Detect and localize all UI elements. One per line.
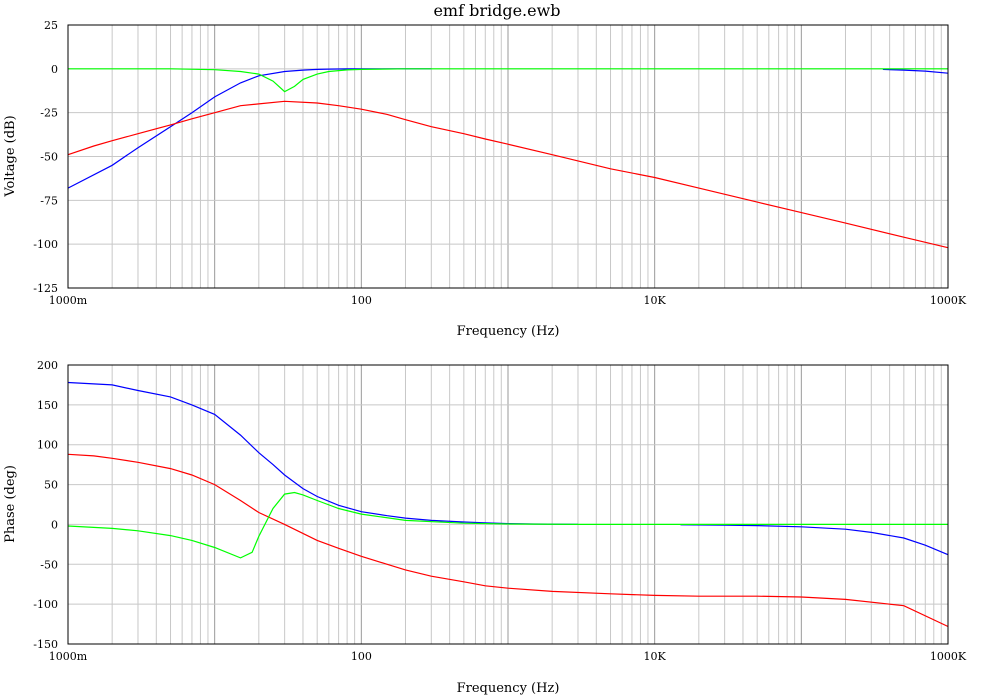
- voltage-curves: [67, 68, 949, 249]
- voltage-x-tick-label: 100: [351, 294, 372, 307]
- voltage-x-axis-label: Frequency (Hz): [457, 324, 560, 339]
- voltage-y-tick-label: -50: [40, 151, 58, 164]
- phase-curves: [67, 381, 949, 628]
- voltage-y-ticks: 25 0 -25 -50 -75 -100 -125: [33, 19, 58, 295]
- phase-x-tick-label: 1000m: [49, 650, 88, 663]
- voltage-plot: 25 0 -25 -50 -75 -100 -125 1000m 100 10K 1000K Fr…: [3, 19, 967, 339]
- phase-x-tick-label: 100: [351, 650, 372, 663]
- window-title: emf bridge.ewb: [433, 1, 560, 20]
- phase-series-2-line: [67, 491, 948, 559]
- voltage-y-tick-label: -25: [40, 107, 58, 120]
- voltage-plot-frame: [67, 24, 949, 289]
- voltage-series-0-line: [882, 68, 949, 74]
- phase-y-tick-label: 200: [37, 359, 58, 372]
- phase-y-tick-label: -50: [40, 558, 58, 571]
- phase-series-0-line: [67, 381, 579, 525]
- phase-series-0-line: [680, 524, 949, 556]
- phase-x-tick-label: 1000K: [930, 650, 967, 663]
- phase-grid: [68, 364, 948, 645]
- voltage-series-2-line: [68, 68, 948, 93]
- voltage-y-axis-label: Voltage (dB): [3, 115, 18, 197]
- phase-plot-frame: [67, 364, 949, 645]
- voltage-x-tick-label: 10K: [644, 294, 667, 307]
- voltage-x-tick-label: 1000K: [930, 294, 967, 307]
- phase-y-tick-label: 50: [44, 479, 58, 492]
- phase-x-tick-label: 10K: [644, 650, 667, 663]
- phase-y-tick-label: -150: [33, 638, 58, 651]
- phase-y-tick-label: -100: [33, 598, 58, 611]
- phase-y-tick-label: 150: [37, 399, 58, 412]
- voltage-series-0-line: [67, 68, 432, 189]
- voltage-y-tick-label: -125: [33, 282, 58, 295]
- voltage-x-ticks: 1000m 100 10K 1000K: [49, 294, 967, 307]
- voltage-grid: [68, 24, 948, 289]
- voltage-y-tick-label: 0: [51, 63, 58, 76]
- phase-y-tick-label: 100: [37, 439, 58, 452]
- voltage-y-tick-label: -75: [40, 194, 58, 207]
- voltage-x-tick-label: 1000m: [49, 294, 88, 307]
- phase-y-tick-label: 0: [51, 518, 58, 531]
- voltage-y-tick-label: 25: [44, 19, 58, 32]
- phase-plot: 200 150 100 50 0 -50 -100 -150 1000m 100 10K 1000K…: [3, 359, 967, 696]
- phase-y-axis-label: Phase (deg): [3, 465, 18, 543]
- phase-x-axis-label: Frequency (Hz): [457, 681, 560, 696]
- phase-series-1-line: [67, 453, 949, 628]
- voltage-y-tick-label: -100: [33, 238, 58, 251]
- phase-y-ticks: 200 150 100 50 0 -50 -100 -150: [33, 359, 58, 651]
- phase-x-ticks: 1000m 100 10K 1000K: [49, 650, 967, 663]
- voltage-series-1-line: [67, 100, 949, 249]
